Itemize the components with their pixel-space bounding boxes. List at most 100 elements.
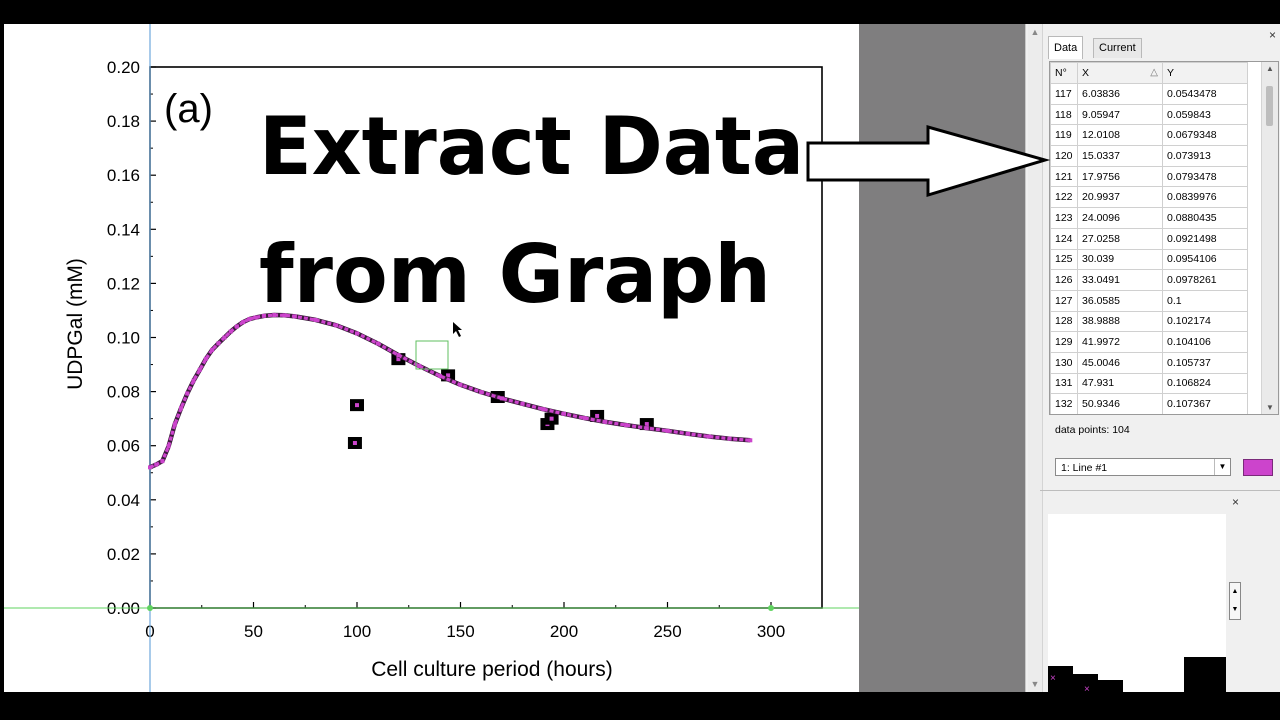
cell-x[interactable]: 24.0096 [1077,207,1163,229]
table-row[interactable]: 130 45.0046 0.105737 [1050,351,1248,374]
cell-y[interactable]: 0.105737 [1162,351,1248,374]
spin-down-icon[interactable]: ▼ [1231,606,1239,613]
chevron-down-icon[interactable]: ▼ [1214,459,1230,475]
cell-n[interactable]: 118 [1050,103,1078,126]
cell-n[interactable]: 122 [1050,186,1078,209]
cell-n[interactable]: 119 [1050,124,1078,147]
cell-x[interactable]: 6.03836 [1077,83,1163,105]
x-axis-label: Cell culture period (hours) [371,658,613,681]
cell-y[interactable]: 0.0954106 [1162,248,1248,271]
cell-x[interactable]: 9.05947 [1077,103,1163,126]
series-point [355,331,359,336]
zoom-marker-icon: × [1084,684,1090,693]
tab-data[interactable]: Data [1048,36,1084,59]
extracted-marker-point [549,416,554,421]
cell-n[interactable]: 128 [1050,310,1078,333]
cell-n[interactable]: 125 [1050,248,1078,271]
overlay-title-line2: from Graph [259,228,771,321]
table-row[interactable]: 117 6.03836 0.0543478 [1050,83,1248,105]
cell-x[interactable]: 47.931 [1077,372,1163,395]
cell-n[interactable]: 120 [1050,145,1078,167]
cell-y[interactable]: 0.0839976 [1162,186,1248,209]
x-tick-label: 200 [550,622,578,641]
cell-n[interactable]: 117 [1050,83,1078,105]
cell-n[interactable]: 121 [1050,165,1078,188]
cell-x[interactable]: 36.0585 [1077,289,1163,312]
cell-x[interactable]: 27.0258 [1077,227,1163,250]
scroll-down-icon[interactable]: ▼ [1030,679,1040,689]
panel-scrollbar[interactable]: ▲ ▼ [1028,24,1043,692]
column-header-y[interactable]: Y [1162,62,1248,84]
cell-x[interactable]: 33.0491 [1077,269,1163,291]
cell-n[interactable]: 123 [1050,207,1078,229]
series-color-swatch[interactable] [1243,459,1273,476]
table-scrollbar[interactable]: ▲ ▼ [1261,62,1278,414]
cell-x[interactable]: 30.039 [1077,248,1163,271]
tab-current-status[interactable]: Current status [1093,38,1142,73]
spin-up-icon[interactable]: ▲ [1231,588,1239,595]
column-header-x[interactable]: X △ [1077,62,1163,84]
y-tick-label: 0.10 [107,329,140,348]
y-tick-label: 0.12 [107,274,140,293]
chart[interactable]: 0.000.020.040.060.080.100.120.140.160.18… [4,24,859,692]
cell-n[interactable]: 124 [1050,227,1078,250]
cell-n[interactable]: 132 [1050,393,1078,414]
table-row[interactable]: 121 17.9756 0.0793478 [1050,165,1248,188]
series-point [396,353,401,358]
table-row[interactable]: 128 38.9888 0.102174 [1050,310,1248,333]
table-row[interactable]: 124 27.0258 0.0921498 [1050,227,1248,250]
cell-x[interactable]: 20.9937 [1077,186,1163,209]
table-row[interactable]: 123 24.0096 0.0880435 [1050,207,1248,229]
cell-n[interactable]: 130 [1050,351,1078,374]
cell-y[interactable]: 0.0679348 [1162,124,1248,147]
table-row[interactable]: 127 36.0585 0.1 [1050,289,1248,312]
series-point [624,423,629,428]
zoom-spinner[interactable]: ▲ ▼ [1229,582,1241,620]
cell-x[interactable]: 15.0337 [1077,145,1163,167]
cell-x[interactable]: 50.9346 [1077,393,1163,414]
table-row[interactable]: 122 20.9937 0.0839976 [1050,186,1248,209]
table-row[interactable]: 129 41.9972 0.104106 [1050,331,1248,353]
cell-y[interactable]: 0.0880435 [1162,207,1248,229]
scroll-up-icon[interactable]: ▲ [1030,27,1040,37]
zoom-close-icon[interactable]: × [1232,495,1240,509]
cell-n[interactable]: 131 [1050,372,1078,395]
cell-y[interactable]: 0.059843 [1162,103,1248,126]
cell-y[interactable]: 0.102174 [1162,310,1248,333]
cell-y[interactable]: 0.0978261 [1162,269,1248,291]
cell-y[interactable]: 0.0921498 [1162,227,1248,250]
table-row[interactable]: 119 12.0108 0.0679348 [1050,124,1248,147]
cell-n[interactable]: 126 [1050,269,1078,291]
column-header-n[interactable]: N° [1050,62,1078,84]
series-select[interactable]: 1: Line #1 ▼ [1055,458,1231,476]
series-point [665,428,670,433]
cell-n[interactable]: 127 [1050,289,1078,312]
zoom-preview: × × [1048,514,1226,692]
extracted-marker-point [446,373,451,378]
cell-y[interactable]: 0.073913 [1162,145,1248,167]
close-icon[interactable]: × [1269,28,1277,42]
cell-y[interactable]: 0.104106 [1162,331,1248,353]
table-row[interactable]: 126 33.0491 0.0978261 [1050,269,1248,291]
cell-x[interactable]: 45.0046 [1077,351,1163,374]
table-scroll-thumb[interactable] [1266,86,1273,126]
selection-box [415,340,449,370]
table-scroll-down-icon[interactable]: ▼ [1266,403,1274,412]
cell-y[interactable]: 0.0543478 [1162,83,1248,105]
cell-y[interactable]: 0.107367 [1162,393,1248,414]
table-row[interactable]: 131 47.931 0.106824 [1050,372,1248,395]
table-row[interactable]: 118 9.05947 0.059843 [1050,103,1248,126]
table-scroll-up-icon[interactable]: ▲ [1266,64,1274,73]
table-row[interactable]: 125 30.039 0.0954106 [1050,248,1248,271]
cell-x[interactable]: 38.9888 [1077,310,1163,333]
table-row[interactable]: 132 50.9346 0.107367 [1050,393,1248,414]
cell-y[interactable]: 0.0793478 [1162,165,1248,188]
table-row[interactable]: 120 15.0337 0.073913 [1050,145,1248,167]
cell-n[interactable]: 129 [1050,331,1078,353]
cell-y[interactable]: 0.1 [1162,289,1248,312]
cell-x[interactable]: 17.9756 [1077,165,1163,188]
cell-y[interactable]: 0.106824 [1162,372,1248,395]
cell-x[interactable]: 12.0108 [1077,124,1163,147]
graph-canvas[interactable]: 0.00 0.02 0.04 0.06 0.08 0.10 0.12 0.14 0.16 0.18… [4,24,859,692]
cell-x[interactable]: 41.9972 [1077,331,1163,353]
